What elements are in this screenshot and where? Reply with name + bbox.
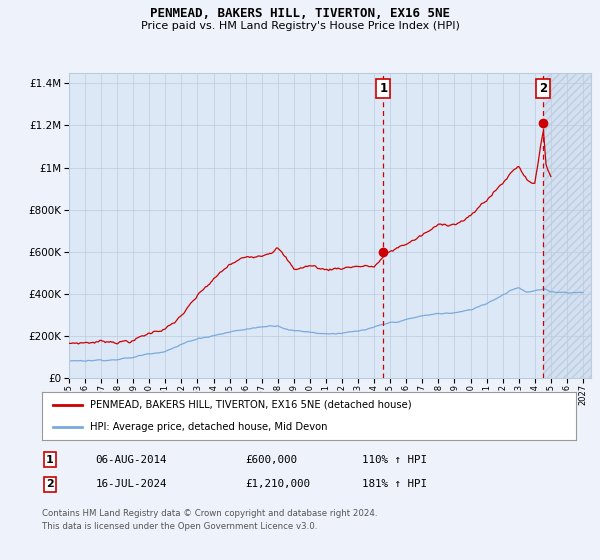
Text: Contains HM Land Registry data © Crown copyright and database right 2024.
This d: Contains HM Land Registry data © Crown c… <box>42 509 377 531</box>
Text: HPI: Average price, detached house, Mid Devon: HPI: Average price, detached house, Mid … <box>90 422 328 432</box>
Bar <box>544 73 591 378</box>
Text: £1,210,000: £1,210,000 <box>245 479 310 489</box>
Text: PENMEAD, BAKERS HILL, TIVERTON, EX16 5NE: PENMEAD, BAKERS HILL, TIVERTON, EX16 5NE <box>150 7 450 20</box>
Text: 110% ↑ HPI: 110% ↑ HPI <box>362 455 427 465</box>
Text: 2: 2 <box>46 479 54 489</box>
Text: 181% ↑ HPI: 181% ↑ HPI <box>362 479 427 489</box>
Text: Price paid vs. HM Land Registry's House Price Index (HPI): Price paid vs. HM Land Registry's House … <box>140 21 460 31</box>
Text: PENMEAD, BAKERS HILL, TIVERTON, EX16 5NE (detached house): PENMEAD, BAKERS HILL, TIVERTON, EX16 5NE… <box>90 400 412 410</box>
Text: 06-AUG-2014: 06-AUG-2014 <box>95 455 167 465</box>
Text: 16-JUL-2024: 16-JUL-2024 <box>95 479 167 489</box>
Text: 1: 1 <box>46 455 54 465</box>
Text: 2: 2 <box>539 82 548 95</box>
Text: £600,000: £600,000 <box>245 455 297 465</box>
Text: 1: 1 <box>379 82 388 95</box>
